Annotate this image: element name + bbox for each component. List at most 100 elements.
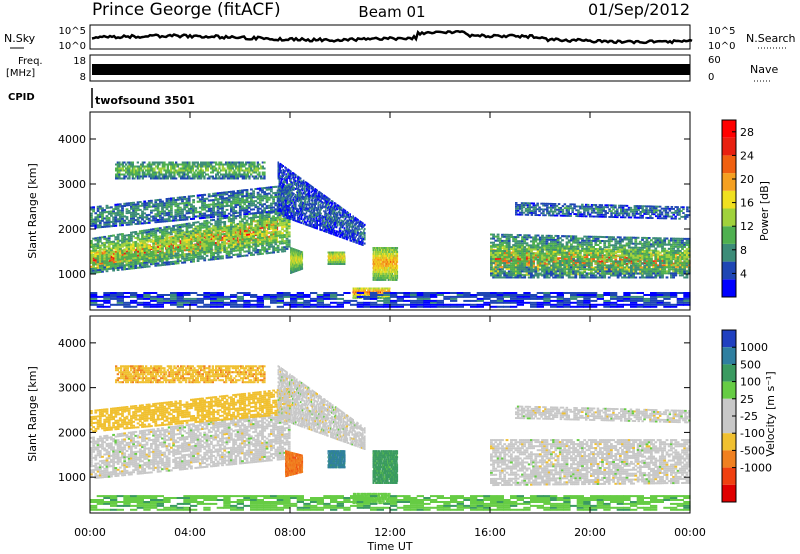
data-cell [197,260,200,262]
data-cell [177,256,180,258]
data-cell [239,253,242,255]
data-cell [232,248,235,250]
data-cell [288,233,291,235]
data-cell [210,248,213,250]
data-cell [148,266,151,268]
data-cell [177,240,180,242]
data-cell [250,252,253,254]
data-cell [272,252,275,254]
nsky-label: N.Sky [4,32,36,45]
data-cell [237,245,240,247]
data-cell [246,220,249,222]
data-cell [150,239,153,241]
data-cell [248,232,251,234]
freq-tick-top: 18 [73,56,86,67]
nsky-tick-bottom: 10^0 [59,41,86,52]
data-cell [157,262,160,264]
data-cell [99,239,102,241]
data-cell [137,235,140,237]
data-cell [234,238,237,240]
data-cell [254,247,257,249]
data-cell [252,254,255,256]
data-cell [277,245,280,247]
data-cell [234,240,237,242]
data-cell [219,236,222,238]
nave-label: Nave [750,63,778,76]
data-cell [199,229,202,231]
data-cell [223,241,226,243]
data-cell [237,243,240,245]
data-cell [192,224,195,226]
data-cell [188,253,191,255]
freq-trace [92,64,690,75]
date-title: 01/Sep/2012 [588,0,690,19]
data-cell [221,257,224,259]
data-cell [230,256,233,258]
nsky-right-tick-top: 10^5 [708,26,735,37]
data-cell [177,262,180,264]
data-cell [217,240,220,242]
data-cell [170,233,173,235]
data-cell [257,241,260,243]
data-cell [177,238,180,240]
data-cell [166,237,169,239]
data-cell [170,251,173,253]
data-cell [288,242,291,244]
data-cell [117,250,120,252]
data-cell [192,234,195,236]
data-cell [257,245,260,247]
data-cell [239,239,242,241]
data-cell [252,219,255,221]
data-cell [210,223,213,225]
data-cell [281,238,284,240]
data-cell [206,255,209,257]
data-cell [212,254,215,256]
data-cell [246,228,249,230]
data-cell [288,225,291,227]
data-cell [181,250,184,252]
data-cell [101,271,104,273]
data-cell [263,247,266,249]
data-cell [203,259,206,261]
data-cell [270,244,273,246]
nave-tick-bottom: 0 [708,72,714,83]
cpid-value: twofsound 3501 [95,94,195,107]
data-cell [161,237,164,239]
power-cells [90,162,691,308]
data-cell [250,221,253,223]
data-cell [139,248,142,250]
data-cell [148,249,151,251]
beam-title: Beam 01 [358,3,425,21]
data-cell [252,235,255,237]
data-cell [117,246,120,248]
nsearch-label: N.Search [746,32,796,45]
data-cell [248,244,251,246]
data-cell [286,248,289,250]
data-cell [152,257,155,259]
data-cell [219,238,222,240]
nave-tick-top: 60 [708,55,721,66]
nsky-panel: N.Sky 10^5 10^0 10^5 10^0 N.Search [4,25,796,52]
data-cell [208,234,211,236]
freq-panel: Freq. [MHz] 18 8 60 0 Nave [6,55,778,83]
data-cell [288,231,291,233]
data-cell [234,217,237,219]
data-cell [283,250,286,252]
data-cell [241,243,244,245]
data-cell [170,245,173,247]
data-cell [237,231,240,233]
data-cell [117,261,120,263]
data-cell [261,237,264,239]
data-cell [281,232,284,234]
nsky-tick-top: 10^5 [59,26,86,37]
data-cell [112,251,115,253]
data-cell [288,244,291,246]
data-cell [239,251,242,253]
data-cell [161,250,164,252]
data-cell [110,253,113,255]
data-cell [201,237,204,239]
data-cell [246,255,249,257]
data-cell [248,250,251,252]
data-cell [230,244,233,246]
data-cell [110,262,113,264]
